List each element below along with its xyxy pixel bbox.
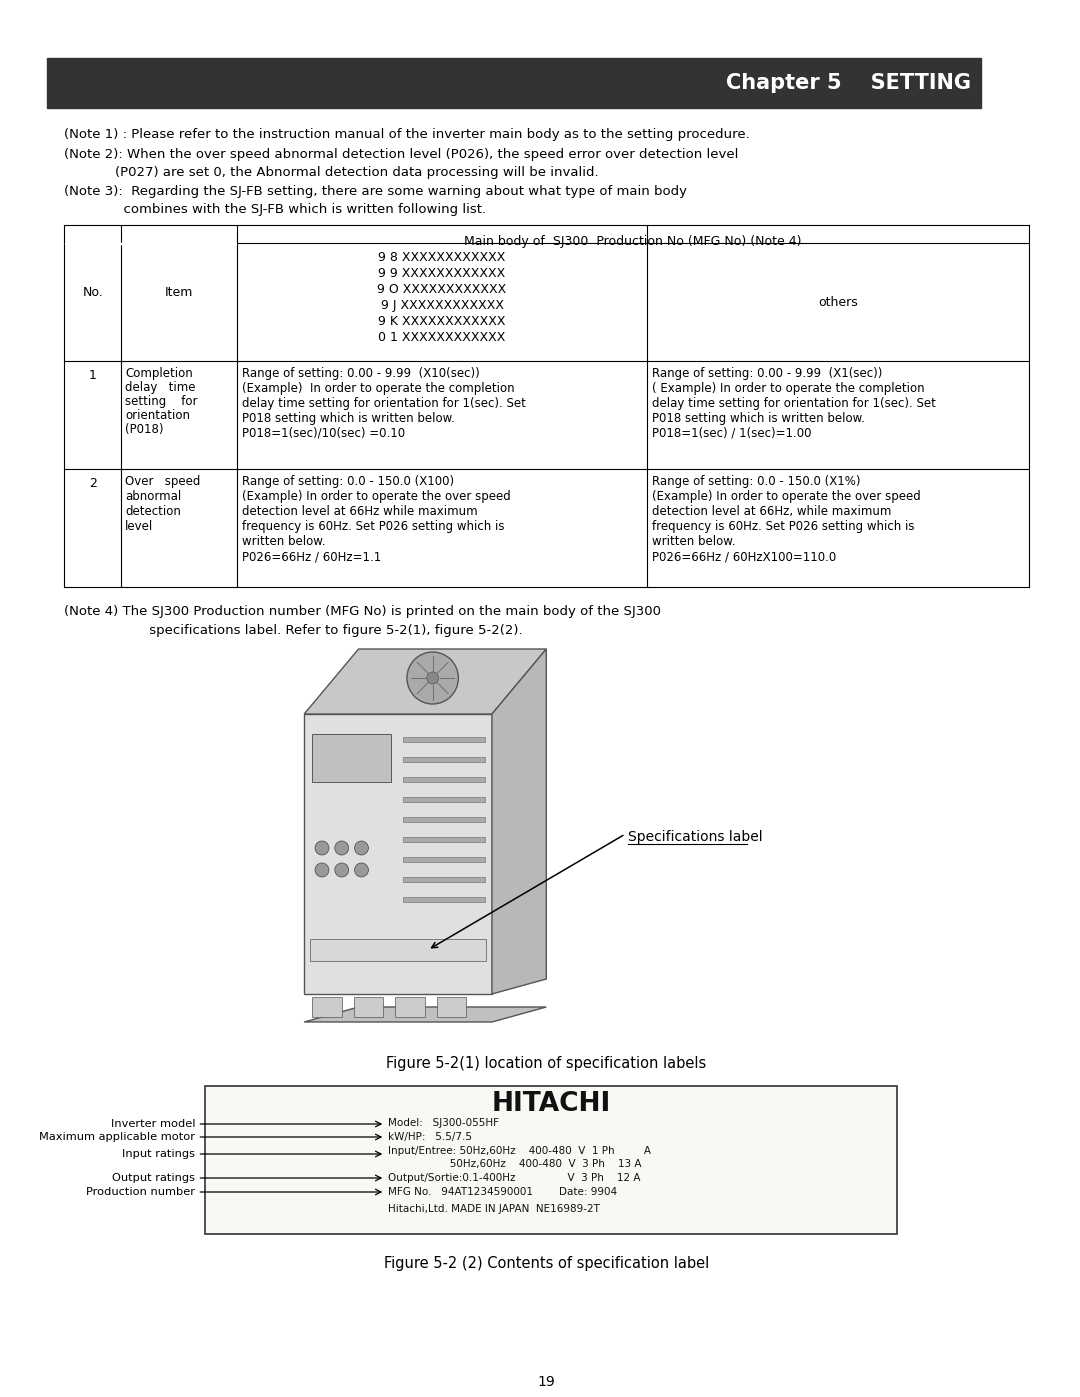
Text: setting    for: setting for (125, 395, 198, 408)
Text: P026=66Hz / 60Hz=1.1: P026=66Hz / 60Hz=1.1 (242, 550, 381, 563)
Text: Item: Item (165, 286, 193, 299)
Bar (403, 757, 485, 761)
Text: detection level at 66Hz while maximum: detection level at 66Hz while maximum (242, 504, 477, 518)
Text: Range of setting: 0.0 - 150.0 (X1%): Range of setting: 0.0 - 150.0 (X1%) (652, 475, 861, 488)
Text: 50Hz,60Hz    400-480  V  3 Ph    13 A: 50Hz,60Hz 400-480 V 3 Ph 13 A (388, 1160, 642, 1169)
Circle shape (315, 863, 329, 877)
Text: delay time setting for orientation for 1(sec). Set: delay time setting for orientation for 1… (242, 397, 526, 409)
Text: Production number: Production number (86, 1187, 195, 1197)
Polygon shape (305, 650, 546, 714)
Text: HITACHI: HITACHI (491, 1091, 611, 1118)
Text: written below.: written below. (652, 535, 735, 548)
Text: P018 setting which is written below.: P018 setting which is written below. (652, 412, 865, 425)
Bar (48, 59, 981, 108)
Text: Hitachi,Ltd. MADE IN JAPAN  NE16989-2T: Hitachi,Ltd. MADE IN JAPAN NE16989-2T (388, 1204, 600, 1214)
Text: (Note 4) The SJ300 Production number (MFG No) is printed on the main body of the: (Note 4) The SJ300 Production number (MF… (64, 605, 661, 617)
Text: delay time setting for orientation for 1(sec). Set: delay time setting for orientation for 1… (652, 397, 936, 409)
Text: Completion: Completion (125, 367, 193, 380)
Text: Input ratings: Input ratings (122, 1148, 195, 1160)
Text: Output/Sortie:0.1-400Hz                V  3 Ph    12 A: Output/Sortie:0.1-400Hz V 3 Ph 12 A (388, 1173, 640, 1183)
Text: detection: detection (125, 504, 181, 518)
Text: Chapter 5    SETTING: Chapter 5 SETTING (726, 73, 971, 94)
Bar (403, 837, 485, 842)
Circle shape (354, 841, 368, 855)
Text: 9 K XXXXXXXXXXXX: 9 K XXXXXXXXXXXX (378, 314, 505, 328)
Bar (305, 714, 492, 995)
Text: (P027) are set 0, the Abnormal detection data processing will be invalid.: (P027) are set 0, the Abnormal detection… (64, 166, 598, 179)
Text: (P018): (P018) (125, 423, 164, 436)
Text: frequency is 60Hz. Set P026 setting which is: frequency is 60Hz. Set P026 setting whic… (652, 520, 915, 534)
Text: Figure 5-2(1) location of specification labels: Figure 5-2(1) location of specification … (387, 1056, 706, 1071)
Text: (Example) In order to operate the over speed: (Example) In order to operate the over s… (652, 490, 921, 503)
Circle shape (335, 863, 349, 877)
Bar (312, 733, 391, 782)
Bar (436, 997, 467, 1017)
Text: 9 9 XXXXXXXXXXXX: 9 9 XXXXXXXXXXXX (378, 267, 505, 279)
Text: Model:   SJ300-055HF: Model: SJ300-055HF (388, 1118, 499, 1127)
Circle shape (335, 841, 349, 855)
Text: 9 J XXXXXXXXXXXX: 9 J XXXXXXXXXXXX (380, 299, 503, 312)
Text: (Note 3):  Regarding the SJ-FB setting, there are some warning about what type o: (Note 3): Regarding the SJ-FB setting, t… (64, 184, 687, 198)
Text: Input/Entree: 50Hz,60Hz    400-480  V  1 Ph         A: Input/Entree: 50Hz,60Hz 400-480 V 1 Ph A (388, 1146, 651, 1155)
Circle shape (427, 672, 438, 685)
Text: (Example)  In order to operate the completion: (Example) In order to operate the comple… (242, 381, 514, 395)
Bar (403, 777, 485, 782)
Bar (395, 997, 424, 1017)
Text: MFG No.   94AT1234590001        Date: 9904: MFG No. 94AT1234590001 Date: 9904 (388, 1187, 618, 1197)
Text: 0 1 XXXXXXXXXXXX: 0 1 XXXXXXXXXXXX (378, 331, 505, 344)
Text: level: level (125, 520, 153, 534)
Bar (403, 738, 485, 742)
Text: detection level at 66Hz, while maximum: detection level at 66Hz, while maximum (652, 504, 891, 518)
Text: Figure 5-2 (2) Contents of specification label: Figure 5-2 (2) Contents of specification… (383, 1256, 708, 1271)
Text: 2: 2 (89, 476, 96, 490)
Text: orientation: orientation (125, 409, 190, 422)
Text: Main body of  SJ300  Production No (MFG No) (Note 4): Main body of SJ300 Production No (MFG No… (464, 235, 801, 249)
Text: P026=66Hz / 60HzX100=110.0: P026=66Hz / 60HzX100=110.0 (652, 550, 836, 563)
Bar (403, 877, 485, 882)
Text: (Example) In order to operate the over speed: (Example) In order to operate the over s… (242, 490, 511, 503)
Text: Output ratings: Output ratings (112, 1173, 195, 1183)
Text: 9 8 XXXXXXXXXXXX: 9 8 XXXXXXXXXXXX (378, 251, 505, 264)
Bar (312, 997, 341, 1017)
Text: P018 setting which is written below.: P018 setting which is written below. (242, 412, 455, 425)
Text: 1: 1 (89, 369, 96, 381)
Text: Over   speed: Over speed (125, 475, 201, 488)
Polygon shape (492, 650, 546, 995)
Bar (403, 897, 485, 902)
Text: Range of setting: 0.00 - 9.99  (X1(sec)): Range of setting: 0.00 - 9.99 (X1(sec)) (652, 367, 882, 380)
Text: (Note 2): When the over speed abnormal detection level (P026), the speed error o: (Note 2): When the over speed abnormal d… (64, 148, 739, 161)
Text: combines with the SJ-FB which is written following list.: combines with the SJ-FB which is written… (64, 203, 486, 217)
Circle shape (407, 652, 458, 704)
Text: specifications label. Refer to figure 5-2(1), figure 5-2(2).: specifications label. Refer to figure 5-… (94, 624, 523, 637)
Text: frequency is 60Hz. Set P026 setting which is: frequency is 60Hz. Set P026 setting whic… (242, 520, 504, 534)
Bar (205, 1085, 897, 1234)
Bar (353, 997, 383, 1017)
Circle shape (354, 863, 368, 877)
Text: ( Example) In order to operate the completion: ( Example) In order to operate the compl… (652, 381, 924, 395)
Polygon shape (305, 1007, 546, 1023)
Text: P018=1(sec) / 1(sec)=1.00: P018=1(sec) / 1(sec)=1.00 (652, 427, 811, 440)
Text: 19: 19 (538, 1375, 555, 1389)
Text: Range of setting: 0.00 - 9.99  (X10(sec)): Range of setting: 0.00 - 9.99 (X10(sec)) (242, 367, 480, 380)
Text: Range of setting: 0.0 - 150.0 (X100): Range of setting: 0.0 - 150.0 (X100) (242, 475, 454, 488)
Text: (Note 1) : Please refer to the instruction manual of the inverter main body as t: (Note 1) : Please refer to the instructi… (64, 129, 750, 141)
Bar (403, 856, 485, 862)
Circle shape (315, 841, 329, 855)
Text: P018=1(sec)/10(sec) =0.10: P018=1(sec)/10(sec) =0.10 (242, 427, 405, 440)
Text: kW/HP:   5.5/7.5: kW/HP: 5.5/7.5 (388, 1132, 472, 1141)
Text: abnormal: abnormal (125, 490, 181, 503)
Text: Inverter model: Inverter model (111, 1119, 195, 1129)
Text: No.: No. (82, 286, 103, 299)
Text: 9 O XXXXXXXXXXXX: 9 O XXXXXXXXXXXX (377, 284, 507, 296)
Text: others: others (818, 296, 858, 309)
Text: written below.: written below. (242, 535, 325, 548)
Text: Maximum applicable motor: Maximum applicable motor (40, 1132, 195, 1141)
Text: Specifications label: Specifications label (629, 830, 762, 844)
Bar (310, 939, 486, 961)
Text: delay   time: delay time (125, 381, 195, 394)
Bar (403, 798, 485, 802)
Bar (403, 817, 485, 821)
